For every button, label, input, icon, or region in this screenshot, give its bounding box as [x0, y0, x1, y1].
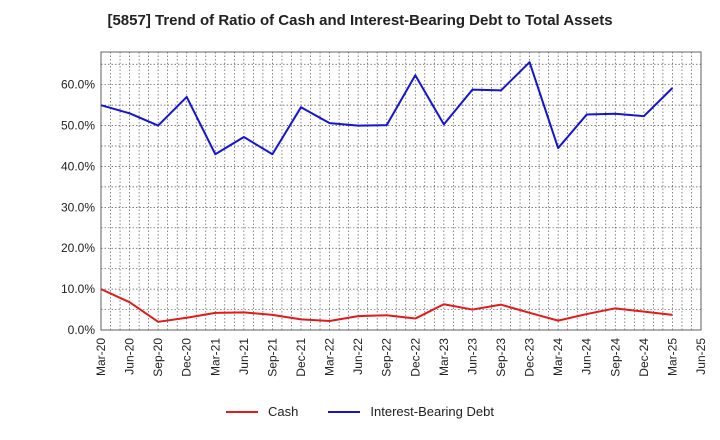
y-tick-label: 40.0% [61, 159, 95, 173]
chart-title: [5857] Trend of Ratio of Cash and Intere… [107, 12, 613, 29]
y-tick-label: 10.0% [61, 282, 95, 296]
y-axis: 0.0% 10.0% 20.0% 30.0% 40.0% 50.0% 60.0% [61, 78, 95, 337]
x-tick-label: Jun-20 [123, 338, 137, 375]
x-tick-label: Jun-21 [237, 338, 251, 375]
x-tick-label: Jun-23 [465, 338, 479, 375]
x-tick-label: Mar-20 [94, 338, 108, 376]
x-tick-label: Mar-22 [323, 338, 337, 376]
x-tick-label: Mar-24 [551, 338, 565, 376]
x-tick-label: Mar-25 [665, 338, 679, 376]
plot-area [100, 51, 702, 331]
x-tick-label: Dec-24 [637, 338, 651, 377]
x-tick-label: Mar-23 [437, 338, 451, 376]
x-tick-label: Dec-20 [180, 338, 194, 377]
x-tick-label: Dec-22 [408, 338, 422, 377]
x-tick-label: Jun-25 [694, 338, 708, 375]
y-tick-label: 50.0% [61, 119, 95, 133]
x-tick-label: Dec-23 [523, 338, 537, 377]
legend: Cash Interest-Bearing Debt [0, 404, 720, 419]
x-tick-label: Sep-24 [608, 338, 622, 377]
x-tick-label: Dec-21 [294, 338, 308, 377]
grid-lines [100, 52, 702, 331]
x-tick-label: Sep-21 [265, 338, 279, 377]
debt-series-line [100, 61, 674, 156]
x-axis: Mar-20 Jun-20 Sep-20 Dec-20 Mar-21 Jun-21 Sep-… [94, 338, 708, 377]
y-tick-label: 20.0% [61, 241, 95, 255]
y-tick-label: 30.0% [61, 200, 95, 214]
legend-swatch-debt [328, 410, 361, 413]
x-tick-label: Jun-24 [580, 338, 594, 375]
legend-label-debt: Interest-Bearing Debt [370, 404, 494, 419]
y-tick-label: 0.0% [68, 323, 96, 337]
legend-item-debt: Interest-Bearing Debt [328, 404, 494, 419]
x-tick-label: Mar-21 [208, 338, 222, 376]
x-tick-label: Sep-20 [151, 338, 165, 377]
x-tick-label: Jun-22 [351, 338, 365, 375]
legend-item-cash: Cash [226, 404, 298, 419]
legend-label-cash: Cash [268, 404, 299, 419]
x-tick-label: Sep-22 [380, 338, 394, 377]
x-tick-label: Sep-23 [494, 338, 508, 377]
series-layer [100, 61, 674, 323]
cash-series-line [100, 288, 673, 323]
legend-swatch-cash [226, 410, 259, 413]
y-tick-label: 60.0% [61, 78, 95, 92]
